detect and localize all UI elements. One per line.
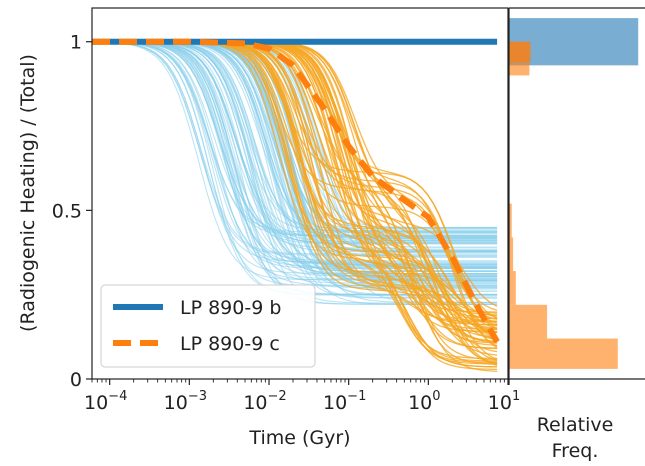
y-tick-label: 0 <box>70 369 82 391</box>
series-line-c <box>92 38 500 344</box>
ensemble-b-line <box>92 41 498 286</box>
x-tick-label: 10−1 <box>323 389 366 414</box>
hist-bar-c <box>509 271 516 305</box>
main-axes-frame <box>91 7 509 380</box>
x-axis-ticks: 10−4 10−3 10−2 10−1 100 101 <box>84 379 520 414</box>
hist-bar-c <box>509 338 618 369</box>
hist-bar-c <box>509 304 548 339</box>
legend: LP 890-9 b LP 890-9 c <box>100 284 316 368</box>
y-axis-label: (Radiogenic Heating) / (Total) <box>17 54 39 332</box>
y-tick-label: 0.5 <box>52 200 82 222</box>
legend-label-b: LP 890-9 b <box>180 297 281 319</box>
hist-bar-c <box>509 237 514 272</box>
main-plot: 10−4 10−3 10−2 10−1 100 101 00.51 Time (Gyr) … <box>17 7 520 449</box>
x-axis-label: Time (Gyr) <box>248 427 350 449</box>
hist-xlabel-line2: Freq. <box>552 440 599 462</box>
main-series <box>92 38 500 344</box>
y-axis-ticks: 00.51 <box>52 32 92 391</box>
hist-xlabel-line1: Relative <box>537 414 614 436</box>
y-tick-label: 1 <box>70 32 82 54</box>
hist-bar-c <box>509 203 512 238</box>
legend-label-c: LP 890-9 c <box>180 333 280 355</box>
x-tick-label: 101 <box>488 389 520 414</box>
histogram-panel: Relative Freq. <box>508 7 645 462</box>
x-tick-label: 100 <box>408 389 440 414</box>
histogram-bars <box>509 18 639 369</box>
x-tick-label: 10−2 <box>243 389 286 414</box>
hist-bar-c <box>509 41 531 62</box>
x-tick-label: 10−4 <box>84 389 127 414</box>
ensemble-b-line <box>92 41 498 256</box>
x-tick-label: 10−3 <box>164 389 207 414</box>
